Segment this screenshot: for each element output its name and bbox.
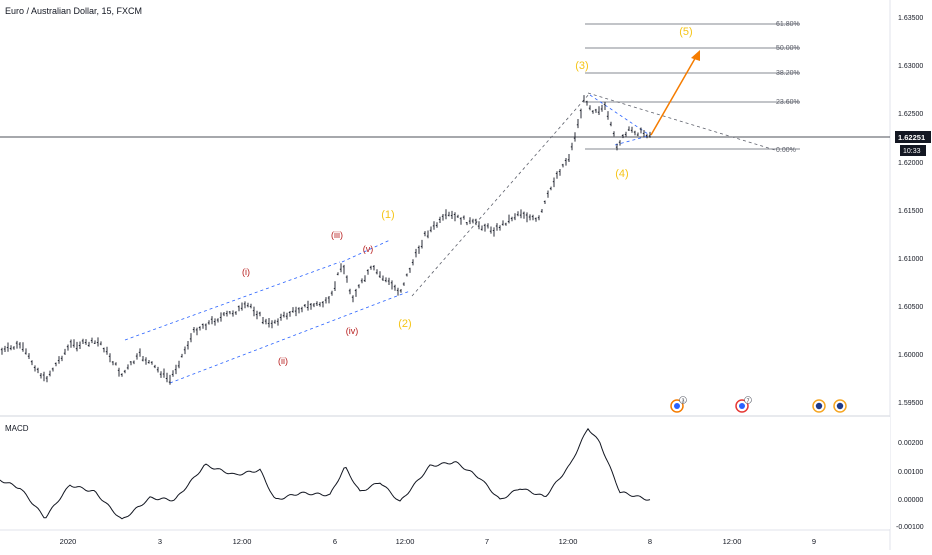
wave-label-i: (i) [242,267,250,277]
event-marker-icon[interactable] [833,399,847,413]
macd-tick: 0.00100 [898,469,923,476]
wave-label-v: (v) [363,244,374,254]
macd-panel[interactable] [0,417,890,529]
fib-level-label: 38.20% [776,70,800,77]
projection-arrow [650,54,698,136]
time-tick: 6 [333,537,337,546]
time-tick: 12:00 [723,537,742,546]
price-tick: 1.61000 [898,256,923,263]
channel-upper-extension [341,239,391,263]
svg-text:7: 7 [747,399,750,405]
price-tick: 1.60500 [898,304,923,311]
fib-retracement[interactable]: 61.80% 50.00% 38.20% 23.60% 0.00% [585,21,800,154]
time-axis[interactable]: 2020 3 12:00 6 12:00 7 12:00 8 12:00 9 [60,537,816,546]
time-tick: 12:00 [233,537,252,546]
event-marker-icon[interactable]: 3 [670,396,687,413]
macd-tick: -0.00100 [896,524,924,531]
triangle-upper-line [587,92,776,151]
time-tick: 12:00 [396,537,415,546]
fib-level-label: 61.80% [776,21,800,28]
price-tick: 1.62000 [898,160,923,167]
wave-label-4: (4) [615,168,628,180]
current-price-value: 1.62251 [898,133,925,142]
channel-lower-line [169,290,411,384]
event-marker-icon[interactable]: 7 [735,396,752,413]
price-tick: 1.63500 [898,15,923,22]
event-markers[interactable]: 3 7 [670,396,847,413]
time-tick: 7 [485,537,489,546]
drawing-lines[interactable] [124,50,776,384]
macd-tick: 0.00200 [898,440,923,447]
wave-label-iii: (iii) [331,230,343,240]
symbol-title: Euro / Australian Dollar, 15, FXCM [5,6,142,16]
time-tick: 3 [158,537,162,546]
price-panel[interactable] [0,0,890,415]
fib-level-label: 23.60% [776,99,800,106]
projection-arrow-head [691,50,700,61]
fib-level-label: 50.00% [776,45,800,52]
wave-label-1: (1) [381,209,394,221]
current-price-tag [895,131,931,143]
fib-level-label: 0.00% [776,147,796,154]
wave-label-iv: (iv) [346,326,359,336]
time-tick: 2020 [60,537,77,546]
wave-label-5: (5) [679,26,692,38]
wave-label-ii: (ii) [278,356,288,366]
countdown-tag [900,145,926,156]
wave-trendline [411,92,591,297]
svg-text:3: 3 [682,399,685,405]
macd-axis[interactable]: 0.00200 0.00100 0.00000 -0.00100 [896,440,924,531]
time-tick: 12:00 [559,537,578,546]
wave-label-3: (3) [575,60,588,72]
price-tick: 1.63000 [898,63,923,70]
time-tick: 9 [812,537,816,546]
price-tick: 1.62500 [898,111,923,118]
wave-labels[interactable]: (1) (2) (3) (4) (5) (i) (ii) (iii) (iv) … [242,26,693,366]
price-axis[interactable]: 1.63500 1.63000 1.62500 1.62000 1.61500 … [895,15,931,407]
macd-label: MACD [5,424,29,433]
wave-label-2: (2) [398,318,411,330]
channel-upper-line [124,261,341,341]
macd-tick: 0.00000 [898,497,923,504]
price-series[interactable] [0,95,651,385]
price-tick: 1.59500 [898,400,923,407]
time-tick: 8 [648,537,652,546]
macd-line [0,427,651,520]
event-marker-icon[interactable] [812,399,826,413]
countdown-value: 10:33 [903,148,921,155]
price-tick: 1.61500 [898,208,923,215]
price-tick: 1.60000 [898,352,923,359]
